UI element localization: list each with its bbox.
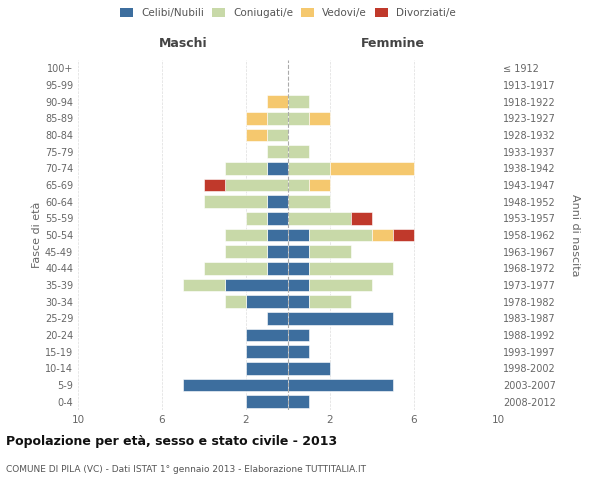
Bar	[288, 329, 309, 341]
Bar	[204, 262, 267, 274]
Bar	[288, 296, 309, 308]
Bar	[267, 262, 288, 274]
Bar	[288, 229, 309, 241]
Bar	[267, 229, 288, 241]
Bar	[288, 262, 309, 274]
Bar	[267, 146, 288, 158]
Bar	[309, 112, 330, 124]
Bar	[225, 279, 288, 291]
Bar	[288, 362, 330, 374]
Bar	[309, 279, 372, 291]
Bar	[309, 179, 330, 192]
Bar	[246, 129, 267, 141]
Legend: Celibi/Nubili, Coniugati/e, Vedovi/e, Divorziati/e: Celibi/Nubili, Coniugati/e, Vedovi/e, Di…	[120, 8, 456, 18]
Bar	[267, 312, 288, 324]
Bar	[393, 229, 414, 241]
Bar	[267, 129, 288, 141]
Bar	[246, 329, 288, 341]
Text: Femmine: Femmine	[361, 37, 425, 50]
Bar	[288, 179, 309, 192]
Bar	[309, 262, 393, 274]
Bar	[183, 279, 225, 291]
Bar	[267, 246, 288, 258]
Text: COMUNE DI PILA (VC) - Dati ISTAT 1° gennaio 2013 - Elaborazione TUTTITALIA.IT: COMUNE DI PILA (VC) - Dati ISTAT 1° genn…	[6, 465, 366, 474]
Bar	[288, 96, 309, 108]
Bar	[267, 212, 288, 224]
Bar	[309, 296, 351, 308]
Bar	[246, 362, 288, 374]
Bar	[288, 212, 351, 224]
Bar	[225, 246, 267, 258]
Bar	[246, 212, 267, 224]
Bar	[288, 146, 309, 158]
Text: Popolazione per età, sesso e stato civile - 2013: Popolazione per età, sesso e stato civil…	[6, 435, 337, 448]
Bar	[267, 162, 288, 174]
Bar	[225, 296, 246, 308]
Bar	[309, 229, 372, 241]
Bar	[288, 346, 309, 358]
Bar	[288, 379, 393, 391]
Bar	[351, 212, 372, 224]
Bar	[183, 379, 288, 391]
Y-axis label: Anni di nascita: Anni di nascita	[569, 194, 580, 276]
Bar	[267, 112, 288, 124]
Bar	[204, 196, 267, 208]
Bar	[330, 162, 414, 174]
Bar	[309, 246, 351, 258]
Bar	[246, 296, 288, 308]
Bar	[267, 196, 288, 208]
Text: Maschi: Maschi	[158, 37, 208, 50]
Bar	[372, 229, 393, 241]
Bar	[246, 112, 267, 124]
Bar	[225, 179, 288, 192]
Bar	[225, 229, 267, 241]
Y-axis label: Fasce di età: Fasce di età	[32, 202, 42, 268]
Bar	[204, 179, 225, 192]
Bar	[288, 112, 309, 124]
Bar	[288, 162, 330, 174]
Bar	[288, 312, 393, 324]
Bar	[288, 246, 309, 258]
Bar	[288, 196, 330, 208]
Bar	[246, 396, 288, 408]
Bar	[246, 346, 288, 358]
Bar	[288, 279, 309, 291]
Bar	[225, 162, 267, 174]
Bar	[267, 96, 288, 108]
Bar	[288, 396, 309, 408]
